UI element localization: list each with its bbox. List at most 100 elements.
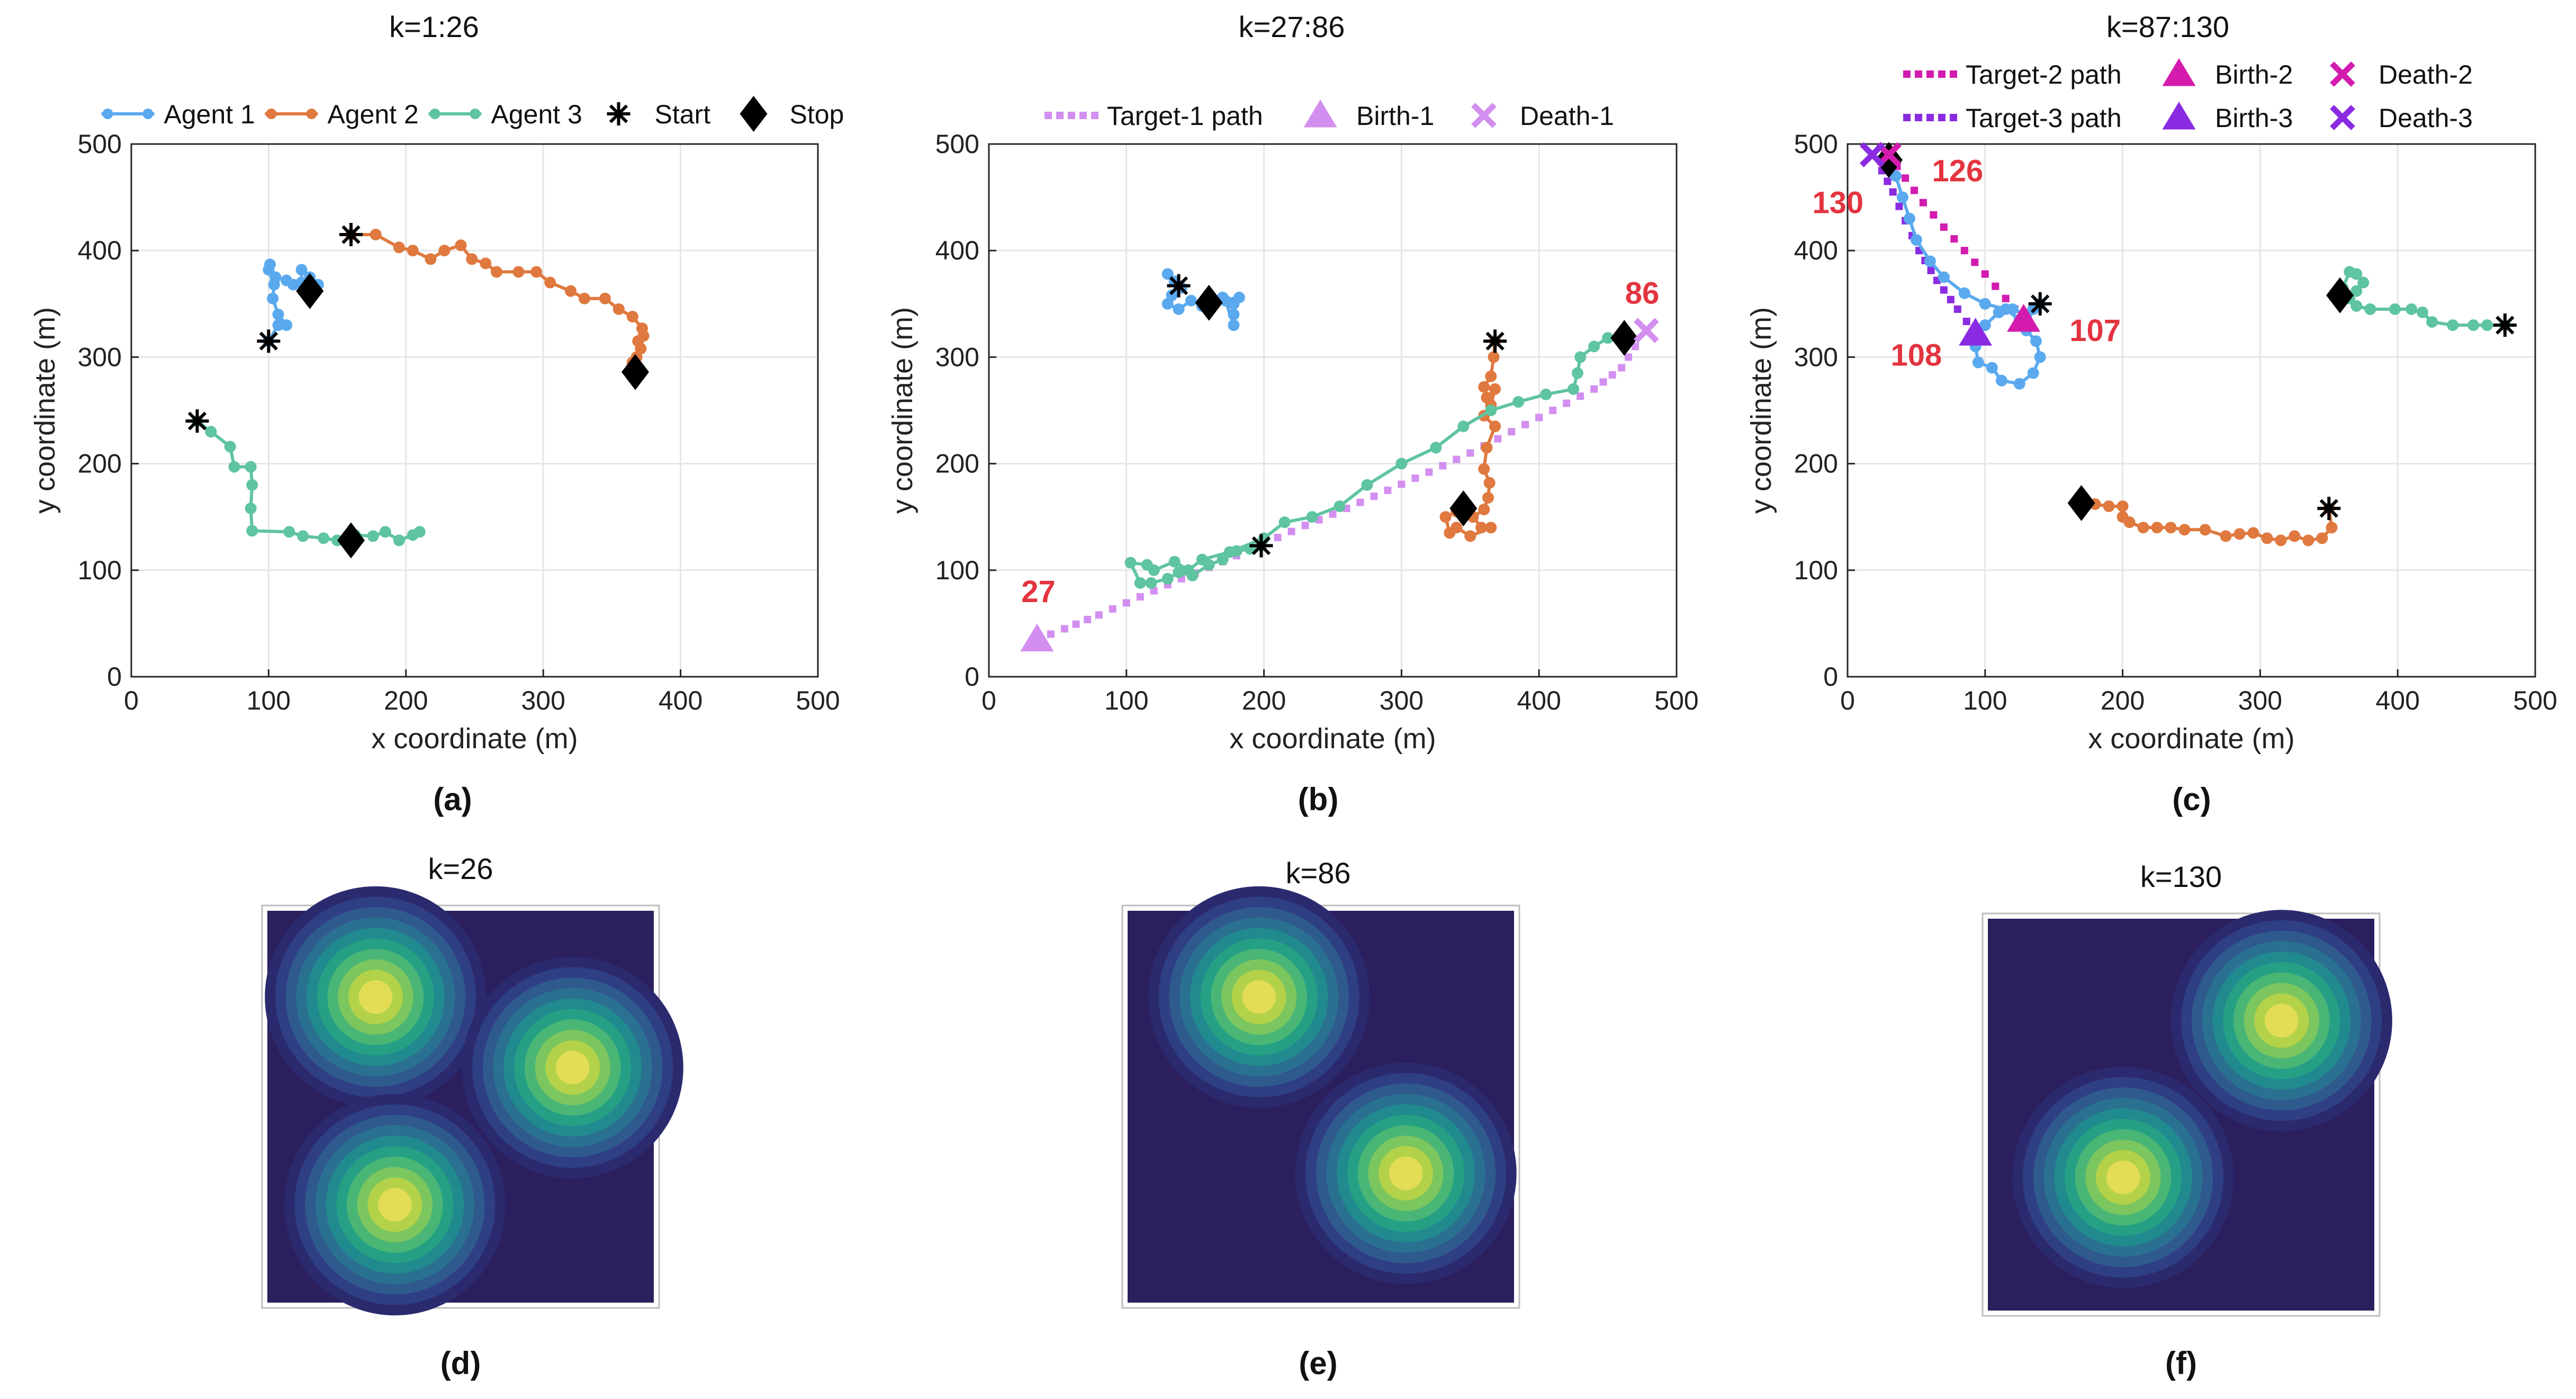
legend-label: Target-3 path — [1966, 103, 2122, 133]
legend-item-target-1-path: Target-1 path — [1044, 101, 1263, 131]
step-annotation: 130 — [1812, 186, 1863, 220]
series-point — [413, 526, 426, 538]
series-point — [2406, 303, 2418, 315]
series-point — [1478, 381, 1490, 393]
x-axis-label: x coordinate (m) — [371, 723, 578, 755]
series-point — [379, 526, 391, 538]
heatmap-peak — [265, 886, 487, 1108]
series-point — [455, 239, 467, 252]
heatmap-e — [1121, 886, 1520, 1309]
series-point — [1173, 566, 1185, 578]
series-point — [283, 526, 295, 538]
series-point — [267, 292, 279, 304]
x-tick-label: 200 — [2101, 686, 2145, 715]
series-point — [1588, 340, 1600, 353]
series-point — [1168, 555, 1181, 568]
series-point — [1896, 191, 1908, 203]
panel-b-title: k=27:86 — [1239, 10, 1345, 43]
target-path-point — [1895, 202, 1903, 210]
stop-marker — [296, 273, 324, 309]
legend-dot — [1915, 114, 1922, 121]
y-tick-label: 0 — [965, 662, 979, 692]
series-point — [205, 426, 217, 438]
series-point — [2316, 532, 2328, 544]
series-point — [1196, 553, 1208, 566]
target-path-point — [1084, 616, 1092, 624]
start-marker-stroke — [187, 411, 207, 431]
x-tick-label: 100 — [1963, 686, 2007, 715]
series-point — [272, 308, 284, 320]
y-tick-label: 200 — [78, 449, 122, 479]
series-point — [246, 479, 258, 491]
legend-label: Birth-2 — [2215, 60, 2293, 89]
legend-item-birth-3: Birth-3 — [2162, 102, 2293, 133]
x-tick-label: 200 — [384, 686, 428, 715]
x-tick-label: 0 — [124, 686, 139, 715]
series-point — [2467, 319, 2480, 331]
y-tick-label: 0 — [107, 662, 122, 692]
series-point — [1485, 522, 1497, 534]
start-marker — [2317, 497, 2341, 521]
target-path-point — [1356, 498, 1364, 506]
target-path-point — [1274, 534, 1282, 542]
legend-item-birth-2: Birth-2 — [2162, 58, 2293, 89]
series-point — [1148, 564, 1160, 576]
series-point — [224, 441, 236, 453]
x-tick-label: 100 — [1104, 686, 1148, 715]
legend: Target-2 path Birth-2 Death-2 Target-3 path… — [1903, 58, 2473, 133]
series-point — [269, 271, 282, 283]
y-tick-label: 0 — [1823, 662, 1838, 692]
legend-dot — [1068, 112, 1075, 119]
series-point — [1278, 516, 1291, 528]
heatmap-d — [261, 886, 683, 1316]
target-path-point — [1599, 378, 1607, 386]
series-point — [1485, 405, 1497, 416]
series-point — [1489, 420, 1501, 433]
series-point — [2165, 522, 2177, 534]
birth-marker — [1959, 318, 1993, 346]
legend-point — [306, 109, 317, 119]
series-point — [393, 534, 405, 546]
legend-label: Death-2 — [2379, 60, 2473, 89]
legend-dot — [1044, 112, 1052, 119]
target-path-point — [1136, 593, 1144, 601]
series-point — [425, 253, 437, 265]
y-tick-label: 300 — [78, 342, 122, 372]
target-path-point — [1950, 235, 1958, 243]
series-point — [2344, 266, 2356, 278]
series-point — [1972, 356, 1984, 369]
legend-dot — [1903, 70, 1911, 78]
series-point — [245, 461, 257, 473]
legend-dot — [1950, 114, 1957, 121]
start-marker-stroke — [1485, 331, 1505, 351]
target-path-point — [1625, 353, 1633, 361]
series-point — [1173, 303, 1185, 315]
legend-label: Birth-1 — [1356, 101, 1434, 131]
x-tick-label: 400 — [659, 686, 702, 715]
x-tick-label: 500 — [796, 686, 840, 715]
step-annotation: 108 — [1891, 338, 1942, 372]
series-point — [1924, 255, 1936, 267]
series-point — [1995, 374, 2007, 387]
series-point — [599, 292, 611, 304]
series-point — [1568, 383, 1580, 395]
legend-dot — [1926, 114, 1934, 121]
heatmap-peak — [2012, 1066, 2234, 1288]
legend-label: Death-3 — [2379, 103, 2473, 133]
legend-dot — [1950, 70, 1957, 78]
death-marker-stroke — [1633, 318, 1659, 343]
series-point — [272, 319, 284, 331]
series-point — [1124, 557, 1137, 569]
target-path-point — [1150, 587, 1158, 595]
series-point — [579, 292, 591, 304]
series-point — [1161, 572, 1174, 585]
series-point — [2151, 522, 2163, 534]
target-path-point — [1889, 188, 1897, 196]
start-marker — [257, 329, 281, 353]
target-path-point — [1095, 611, 1103, 619]
y-tick-label: 200 — [935, 449, 979, 479]
series-point — [491, 266, 503, 278]
heatmap-peak — [1295, 1062, 1517, 1284]
y-tick-label: 300 — [1794, 342, 1838, 372]
series-point — [2416, 306, 2428, 318]
